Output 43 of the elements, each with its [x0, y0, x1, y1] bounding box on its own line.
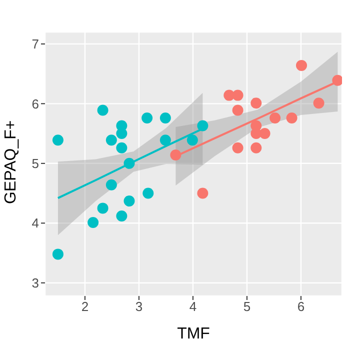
point	[313, 98, 324, 109]
x-tick-label: 4	[189, 299, 197, 314]
point	[160, 134, 171, 146]
point	[106, 179, 117, 190]
point	[88, 217, 99, 228]
point	[250, 98, 262, 109]
y-tick-label: 3	[32, 275, 39, 290]
point	[270, 112, 281, 124]
y-tick-label: 4	[32, 216, 39, 231]
y-tick-label: 6	[32, 96, 39, 112]
point	[142, 112, 153, 124]
x-tick-label: 5	[243, 299, 251, 314]
point	[116, 142, 128, 154]
point	[197, 188, 208, 199]
point	[332, 74, 342, 86]
y-tick-label: 7	[32, 36, 39, 52]
point	[52, 248, 64, 260]
point	[97, 202, 108, 214]
point	[116, 210, 128, 222]
point	[259, 128, 270, 140]
point	[296, 60, 307, 71]
point	[160, 112, 171, 124]
point	[106, 134, 117, 146]
point	[186, 134, 198, 146]
point	[142, 188, 154, 199]
x-tick-label: 3	[135, 299, 143, 314]
point	[124, 158, 135, 169]
x-tick-label: 2	[81, 299, 89, 314]
x-tick-label: 6	[297, 299, 305, 314]
point	[52, 134, 64, 146]
point	[232, 104, 244, 116]
point	[124, 196, 135, 207]
point	[197, 120, 208, 132]
y-axis-title: GEPAQ_F+	[2, 120, 20, 204]
point	[232, 142, 244, 154]
point	[97, 104, 108, 116]
y-tick-label: 5	[32, 156, 39, 172]
point	[170, 150, 182, 161]
point	[286, 112, 298, 124]
point	[232, 90, 244, 101]
x-axis-title: TMF	[177, 326, 210, 343]
point	[116, 128, 128, 140]
point	[250, 142, 262, 154]
